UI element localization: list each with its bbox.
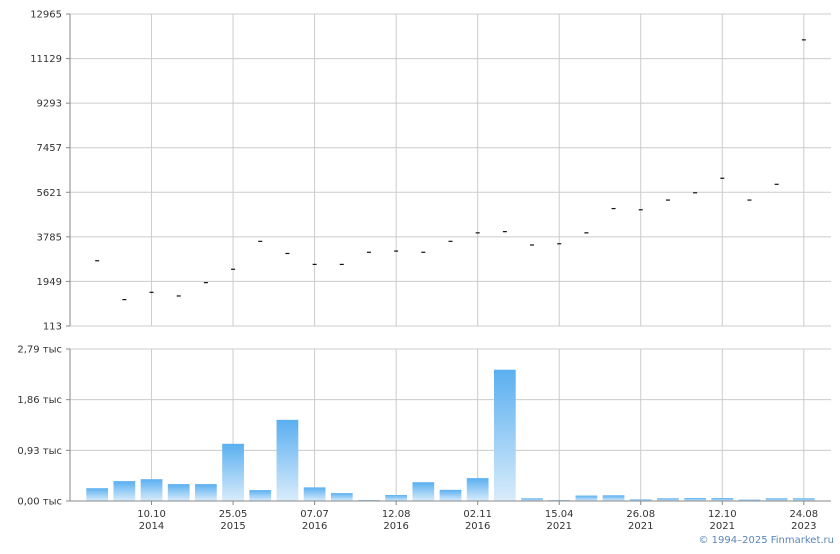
volume-panel: 2,79 тыс 1,86 тыс 0,93 тыс 0,00 тыс [17, 345, 831, 508]
volume-bar [629, 499, 652, 501]
price-y-tick-label: 11129 [30, 54, 62, 65]
volume-bar [575, 495, 598, 501]
volume-bar [195, 484, 217, 501]
price-y-tick-label: 7457 [37, 143, 62, 154]
volume-bar [276, 419, 299, 501]
volume-bar [439, 489, 462, 501]
volume-bar [412, 482, 435, 501]
volume-bar [466, 478, 489, 501]
volume-y-tick-label: 0,00 тыс [17, 497, 62, 508]
volume-bar [303, 487, 326, 501]
x-tick-label-day: 26.08 [626, 509, 655, 520]
volume-y-tick-label: 1,86 тыс [17, 395, 62, 406]
volume-bar [792, 498, 815, 501]
volume-bar [602, 495, 625, 501]
volume-bar [222, 443, 244, 501]
volume-bar [765, 498, 788, 501]
volume-y-tick-label: 0,93 тыс [17, 446, 62, 457]
x-tick-label-year: 2023 [791, 521, 816, 532]
volume-bar [249, 490, 272, 501]
volume-bar [330, 493, 353, 501]
x-tick-label-year: 2021 [546, 521, 571, 532]
price-y-tick-label: 9293 [37, 99, 62, 110]
x-tick-label-year: 2021 [710, 521, 735, 532]
volume-bar [86, 488, 109, 501]
x-tick-label-year: 2016 [302, 521, 327, 532]
x-tick-label-day: 12.10 [708, 509, 737, 520]
x-axis: 10.10201425.05201507.07201612.08201602.1… [70, 500, 831, 532]
price-y-tick-label: 113 [43, 322, 62, 333]
x-tick-label-day: 12.08 [382, 509, 411, 520]
price-y-tick-label: 12965 [30, 10, 62, 21]
x-tick-label-day: 24.08 [790, 509, 819, 520]
volume-bar [493, 369, 516, 501]
price-y-tick-label: 3785 [37, 232, 62, 243]
volume-y-tick-label: 2,79 тыс [17, 345, 62, 356]
x-tick-label-year: 2015 [220, 521, 245, 532]
x-tick-label-year: 2021 [628, 521, 653, 532]
volume-bar [167, 484, 190, 501]
x-tick-label-day: 02.11 [463, 509, 492, 520]
x-tick-label-day: 10.10 [137, 509, 166, 520]
volume-bar [684, 498, 706, 501]
x-tick-label-year: 2016 [383, 521, 408, 532]
price-y-tick-label: 1949 [37, 277, 62, 288]
volume-bar [385, 495, 408, 501]
x-tick-label-year: 2016 [465, 521, 490, 532]
price-panel: 12965 11129 9293 7457 5621 3785 1949 113 [30, 10, 831, 333]
volume-bar [738, 499, 761, 501]
x-tick-label-day: 07.07 [300, 509, 329, 520]
x-tick-label-day: 25.05 [219, 509, 248, 520]
price-y-tick-label: 5621 [37, 188, 62, 199]
volume-bar [657, 498, 679, 501]
x-tick-label-year: 2014 [139, 521, 164, 532]
volume-bar [521, 498, 543, 501]
copyright-link[interactable]: © 1994–2025 Finmarket.ru [698, 535, 834, 546]
x-tick-label-day: 15.04 [545, 509, 574, 520]
volume-bar [113, 481, 136, 501]
volume-bar [711, 498, 734, 501]
volume-bar [140, 479, 163, 501]
